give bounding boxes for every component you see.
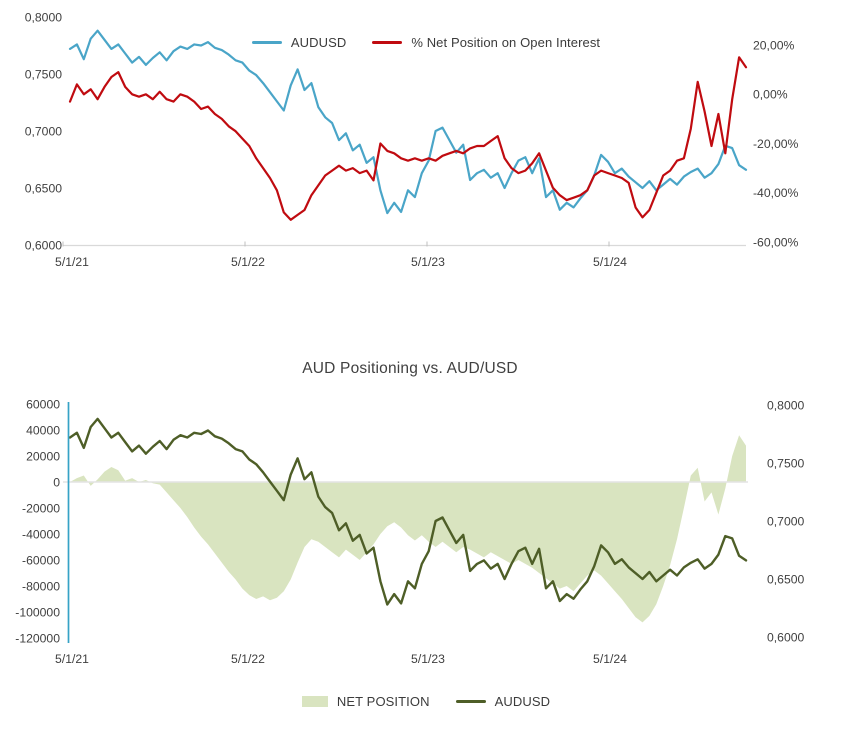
bottom-x-tick-label: 5/1/24	[593, 652, 627, 666]
bottom-right-tick-label: 0,7000	[767, 514, 804, 528]
top-x-tick-label: 5/1/21	[55, 255, 89, 269]
bottom-left-tick-label: 20000	[26, 449, 60, 463]
audusd-line	[68, 29, 748, 215]
bottom-right-tick-label: 0,6000	[767, 630, 804, 644]
top-right-tick-label: 20,00%	[753, 38, 794, 52]
top-chart-canvas: 5/1/21 5/1/22 5/1/23 5/1/24 0,8000 0,7500 0,70…	[25, 10, 799, 269]
audusd-bottom-line-swatch	[455, 700, 486, 703]
bottom-left-tick-label: -100000	[15, 605, 60, 619]
net-position-pct-line-swatch	[372, 41, 403, 44]
bottom-left-tick-label: -60000	[22, 553, 60, 567]
bottom-left-tick-label: -120000	[15, 631, 60, 645]
bottom-x-tick-label: 5/1/23	[411, 652, 445, 666]
bottom-chart-legend: NET POSITION AUDUSD	[0, 694, 852, 709]
bottom-right-tick-label: 0,7500	[767, 456, 804, 470]
legend-label-audusd: AUDUSD	[290, 35, 347, 50]
bottom-x-tick-label: 5/1/22	[231, 652, 265, 666]
bottom-left-tick-label: -40000	[22, 527, 60, 541]
legend-item-net-position-pct: % Net Position on Open Interest	[372, 35, 600, 50]
bottom-chart-title: AUD Positioning vs. AUD/USD	[302, 360, 518, 377]
top-right-tick-label: 0,00%	[753, 88, 788, 102]
net-position-area-swatch	[301, 696, 328, 707]
legend-label-net-position: NET POSITION	[336, 694, 430, 709]
bottom-chart-canvas: 5/1/21 5/1/22 5/1/23 5/1/24 60000 40000 20000 0…	[15, 397, 804, 666]
top-left-tick-label: 0,6500	[25, 181, 62, 195]
top-left-tick-label: 0,6000	[25, 238, 62, 252]
bottom-left-tick-label: 40000	[26, 423, 60, 437]
bottom-left-tick-label: -80000	[22, 579, 60, 593]
bottom-left-tick-label: 60000	[26, 397, 60, 411]
legend-label-net-position-pct: % Net Position on Open Interest	[411, 35, 601, 50]
bottom-right-tick-label: 0,8000	[767, 398, 804, 412]
bottom-left-tick-label: -20000	[22, 501, 60, 515]
bottom-x-tick-label: 5/1/21	[55, 652, 89, 666]
top-left-tick-label: 0,8000	[25, 10, 62, 24]
top-chart-legend: AUDUSD % Net Position on Open Interest	[0, 35, 852, 50]
top-right-tick-label: -40,00%	[753, 186, 799, 200]
top-x-tick-label: 5/1/24	[593, 255, 627, 269]
net-position-area	[70, 435, 746, 623]
legend-item-audusd-bottom: AUDUSD	[455, 694, 551, 709]
top-x-tick-label: 5/1/23	[411, 255, 445, 269]
top-right-tick-label: -20,00%	[753, 137, 799, 151]
top-x-tick-label: 5/1/22	[231, 255, 265, 269]
top-left-tick-label: 0,7500	[25, 67, 62, 81]
top-left-tick-label: 0,7000	[25, 124, 62, 138]
audusd-line-swatch	[251, 41, 282, 44]
legend-item-audusd: AUDUSD	[251, 35, 347, 50]
bottom-right-tick-label: 0,6500	[767, 572, 804, 586]
top-right-tick-label: -60,00%	[753, 235, 799, 249]
bottom-left-tick-label: 0	[53, 475, 60, 489]
legend-label-audusd-bottom: AUDUSD	[494, 694, 551, 709]
net-position-pct-line	[68, 56, 748, 221]
audusd-bottom-line	[68, 417, 748, 606]
legend-item-net-position: NET POSITION	[301, 694, 430, 709]
